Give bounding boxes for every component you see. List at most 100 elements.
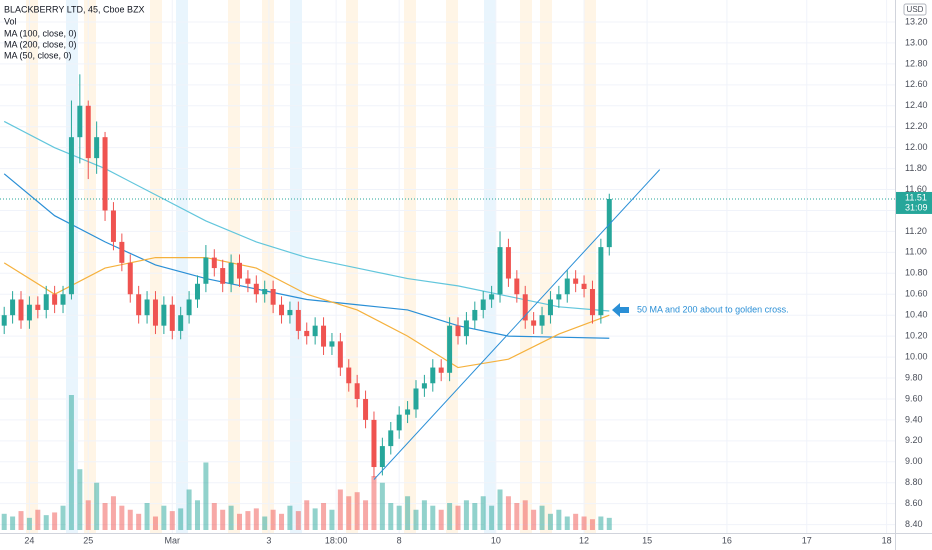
- candle-body: [178, 315, 184, 331]
- candle-body: [354, 383, 360, 399]
- x-tick-label: 8: [397, 535, 402, 545]
- y-tick-label: 9.80: [905, 372, 923, 382]
- candle-body: [26, 304, 32, 321]
- symbol-title: BLACKBERRY LTD, 45, Cboe BZX: [4, 4, 145, 14]
- volume-bar: [312, 508, 318, 530]
- session-band: [446, 0, 458, 533]
- legend-item: Vol: [4, 16, 17, 26]
- candle-body: [136, 294, 142, 316]
- volume-bar: [396, 505, 402, 530]
- y-tick-label: 9.40: [905, 414, 923, 424]
- volume-bar: [43, 515, 49, 530]
- candle-body: [321, 325, 327, 347]
- y-tick-label: 9.20: [905, 435, 923, 445]
- volume-bar: [119, 505, 125, 530]
- volume-bar: [379, 482, 385, 530]
- last-price-box: [896, 191, 932, 214]
- volume-bar: [589, 519, 595, 530]
- plot: [0, 74, 895, 480]
- legend-item: MA (50, close, 0): [4, 50, 72, 60]
- candle-body: [581, 283, 587, 290]
- candle-body: [18, 299, 24, 321]
- candle-body: [94, 137, 100, 159]
- volume-bar: [363, 500, 369, 530]
- y-tick-label: 9.00: [905, 456, 923, 466]
- currency-box: [903, 3, 927, 16]
- x-tick-label: 18:00: [325, 535, 348, 545]
- volume-bar: [110, 496, 116, 530]
- axes: 8.40 8.60 8.80 9.00 9.20 9.40 9.60 9.80 10.00 10.…: [24, 16, 932, 545]
- volume-bar: [262, 516, 268, 530]
- candle-body: [186, 299, 192, 316]
- x-tick-label: 17: [802, 535, 812, 545]
- volume-bar: [237, 513, 243, 530]
- y-tick-label: 12.80: [905, 58, 928, 68]
- volume-bar: [220, 509, 226, 530]
- y-tick-label: 10.00: [905, 351, 928, 361]
- candle-body: [85, 105, 91, 159]
- y-tick-label: 10.40: [905, 310, 928, 320]
- volume-bar: [539, 505, 545, 530]
- session-band: [26, 0, 38, 533]
- volume-bar: [346, 496, 352, 530]
- candle-body: [169, 304, 175, 331]
- trendline: [373, 169, 661, 480]
- volume-bar: [413, 509, 419, 530]
- last-price-label: 11.51: [905, 192, 927, 202]
- x-tick-label: 10: [491, 535, 501, 545]
- annotation: 50 MA and 200 about to golden cross.: [637, 304, 789, 314]
- candle-body: [287, 309, 293, 316]
- x-tick-label: Mar: [165, 535, 181, 545]
- y-tick-label: 11.20: [905, 226, 927, 236]
- x-tick-label: 25: [83, 535, 93, 545]
- volume-bar: [161, 505, 167, 530]
- volume: [1, 395, 612, 530]
- candle-body: [413, 388, 419, 410]
- moving-average: [3, 173, 610, 339]
- candle-body: [346, 367, 352, 384]
- session-band: [290, 0, 302, 533]
- candle-body: [606, 198, 612, 248]
- candle-body: [514, 278, 520, 295]
- candle-body: [539, 315, 545, 326]
- volume-bar: [438, 509, 444, 530]
- candle-body: [472, 309, 478, 321]
- volume-bar: [102, 503, 108, 530]
- session-band: [176, 0, 188, 533]
- x-tick-label: 15: [642, 535, 652, 545]
- volume-bar: [169, 511, 175, 530]
- candle-body: [102, 137, 108, 211]
- candle-body: [589, 289, 595, 316]
- volume-bar: [186, 489, 192, 530]
- candle-body: [337, 341, 343, 368]
- y-tick-label: 10.60: [905, 289, 928, 299]
- legend-item: MA (100, close, 0): [4, 28, 77, 38]
- candle-body: [211, 257, 217, 269]
- session-band: [150, 0, 162, 533]
- volume-bar: [35, 509, 41, 530]
- candle-body: [127, 262, 133, 295]
- candle-body: [203, 257, 209, 284]
- annotation-arrow: [612, 303, 629, 317]
- y-tick-label: 11.80: [905, 163, 927, 173]
- y-tick-label: 9.60: [905, 393, 923, 403]
- volume-bar: [178, 508, 184, 530]
- y-tick-label: 13.00: [905, 37, 928, 47]
- candle-body: [220, 268, 226, 284]
- session-band: [584, 0, 596, 533]
- candle-body: [556, 294, 562, 300]
- y-tick-label: 11.60: [905, 184, 927, 194]
- candle-body: [77, 105, 83, 138]
- y-tick-label: 12.00: [905, 142, 928, 152]
- candle-body: [161, 304, 167, 326]
- candle-body: [110, 210, 116, 242]
- candle-body: [262, 289, 268, 295]
- candle-body: [228, 262, 234, 284]
- volume-bar: [127, 509, 133, 530]
- volume-bar: [564, 516, 570, 530]
- candle-body: [480, 299, 486, 310]
- countdown: 31:09: [905, 202, 928, 212]
- volume-bar: [337, 489, 343, 530]
- candle-body: [52, 294, 58, 305]
